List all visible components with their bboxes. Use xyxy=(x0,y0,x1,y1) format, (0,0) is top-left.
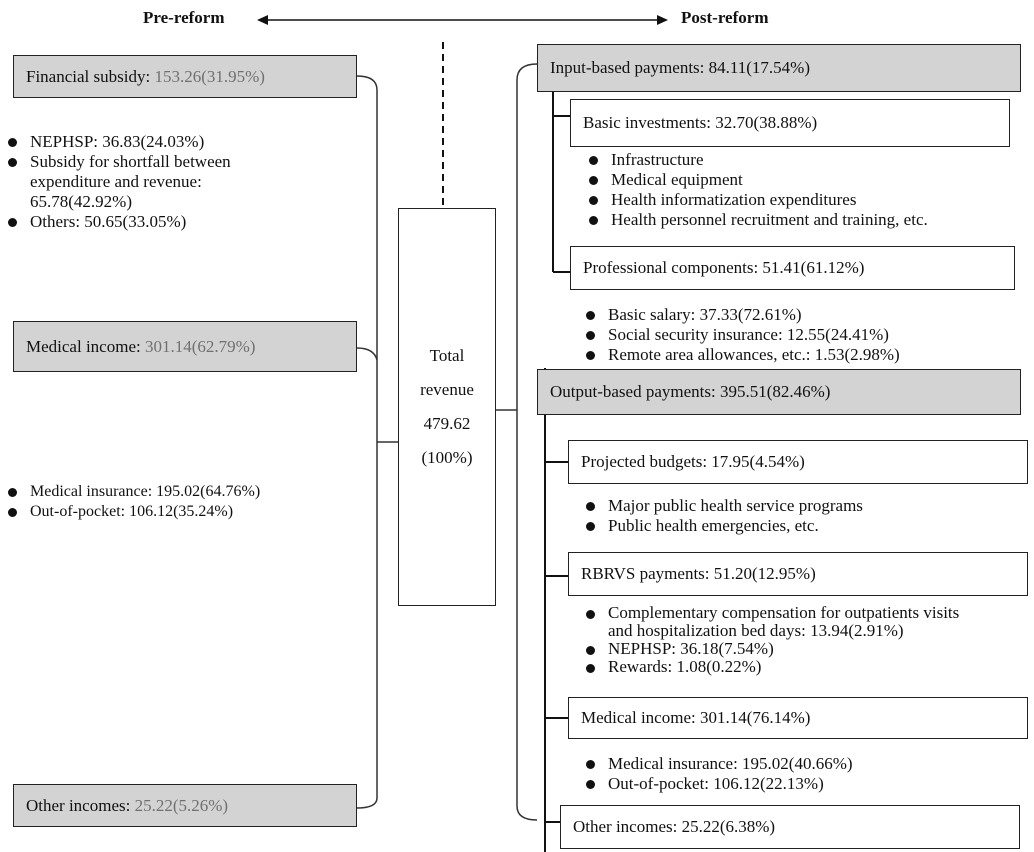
list-item: Remote area allowances, etc.: 1.53(2.98%… xyxy=(586,345,1026,365)
rbrvs-payments-box: RBRVS payments: 51.20(12.95%) xyxy=(568,552,1028,596)
medical-income-post-box: Medical income: 301.14(76.14%) xyxy=(568,697,1028,739)
other-incomes-value: 25.22(5.26%) xyxy=(134,795,229,815)
basic-investments-list: Infrastructure Medical equipment Health … xyxy=(589,150,1029,230)
total-line-2: revenue xyxy=(420,380,474,399)
list-item: Basic salary: 37.33(72.61%) xyxy=(586,305,1026,325)
list-item: Infrastructure xyxy=(589,150,1029,170)
rbrvs-payments-list: Complementary compensation for outpatien… xyxy=(586,604,1032,676)
professional-components-box: Professional components: 51.41(61.12%) xyxy=(570,246,1015,290)
reform-arrow-right-head xyxy=(657,15,668,25)
other-incomes-post-box: Other incomes: 25.22(6.38%) xyxy=(560,805,1020,849)
medical-income-label: Medical income: xyxy=(26,336,141,356)
other-incomes-box: Other incomes: 25.22(5.26%) xyxy=(13,784,357,827)
total-line-4: (100%) xyxy=(421,448,473,467)
total-line-1: Total xyxy=(429,346,465,365)
list-item: Health personnel recruitment and trainin… xyxy=(589,210,1029,230)
list-item: NEPHSP: 36.83(24.03%) xyxy=(8,132,348,152)
input-based-payments-box: Input-based payments: 84.11(17.54%) xyxy=(537,44,1021,92)
list-item: Social security insurance: 12.55(24.41%) xyxy=(586,325,1026,345)
medical-income-post-list: Medical insurance: 195.02(40.66%) Out-of… xyxy=(586,754,1026,794)
financial-subsidy-value: 153.26(31.95%) xyxy=(154,66,265,86)
right-brace xyxy=(516,63,538,821)
total-revenue-box: Total revenue 479.62 (100%) xyxy=(398,208,496,606)
financial-subsidy-list: NEPHSP: 36.83(24.03%) Subsidy for shortf… xyxy=(8,132,348,232)
medical-income-list: Medical insurance: 195.02(64.76%) Out-of… xyxy=(8,482,358,522)
reform-arrow-left-head xyxy=(257,15,268,25)
list-item: Rewards: 1.08(0.22%) xyxy=(586,658,1032,676)
projected-budgets-box: Projected budgets: 17.95(4.54%) xyxy=(568,440,1028,484)
list-item: Others: 50.65(33.05%) xyxy=(8,212,348,232)
list-item: Subsidy for shortfall between expenditur… xyxy=(8,152,348,212)
post-reform-header: Post-reform xyxy=(681,8,769,27)
financial-subsidy-label: Financial subsidy: xyxy=(26,66,151,86)
list-item: Complementary compensation for outpatien… xyxy=(586,604,1032,640)
other-incomes-label: Other incomes: xyxy=(26,795,131,815)
list-item: Out-of-pocket: 106.12(35.24%) xyxy=(8,502,358,522)
left-brace-mid xyxy=(356,347,378,361)
financial-subsidy-box: Financial subsidy: 153.26(31.95%) xyxy=(13,55,357,98)
pre-reform-header: Pre-reform xyxy=(143,8,225,27)
list-item: Out-of-pocket: 106.12(22.13%) xyxy=(586,774,1026,794)
total-line-3: 479.62 xyxy=(423,414,471,433)
professional-components-list: Basic salary: 37.33(72.61%) Social secur… xyxy=(586,305,1026,365)
medical-income-box: Medical income: 301.14(62.79%) xyxy=(13,321,357,372)
list-item: Major public health service programs xyxy=(586,496,1026,516)
list-item: Health informatization expenditures xyxy=(589,190,1029,210)
list-item: Public health emergencies, etc. xyxy=(586,516,1026,536)
projected-budgets-list: Major public health service programs Pub… xyxy=(586,496,1026,536)
left-brace xyxy=(356,75,378,809)
medical-income-value: 301.14(62.79%) xyxy=(144,336,256,356)
output-based-payments-box: Output-based payments: 395.51(82.46%) xyxy=(537,369,1021,415)
basic-investments-box: Basic investments: 32.70(38.88%) xyxy=(570,99,1010,147)
list-item: Medical insurance: 195.02(64.76%) xyxy=(8,482,358,502)
list-item: Medical equipment xyxy=(589,170,1029,190)
list-item: NEPHSP: 36.18(7.54%) xyxy=(586,640,1032,658)
list-item: Medical insurance: 195.02(40.66%) xyxy=(586,754,1026,774)
